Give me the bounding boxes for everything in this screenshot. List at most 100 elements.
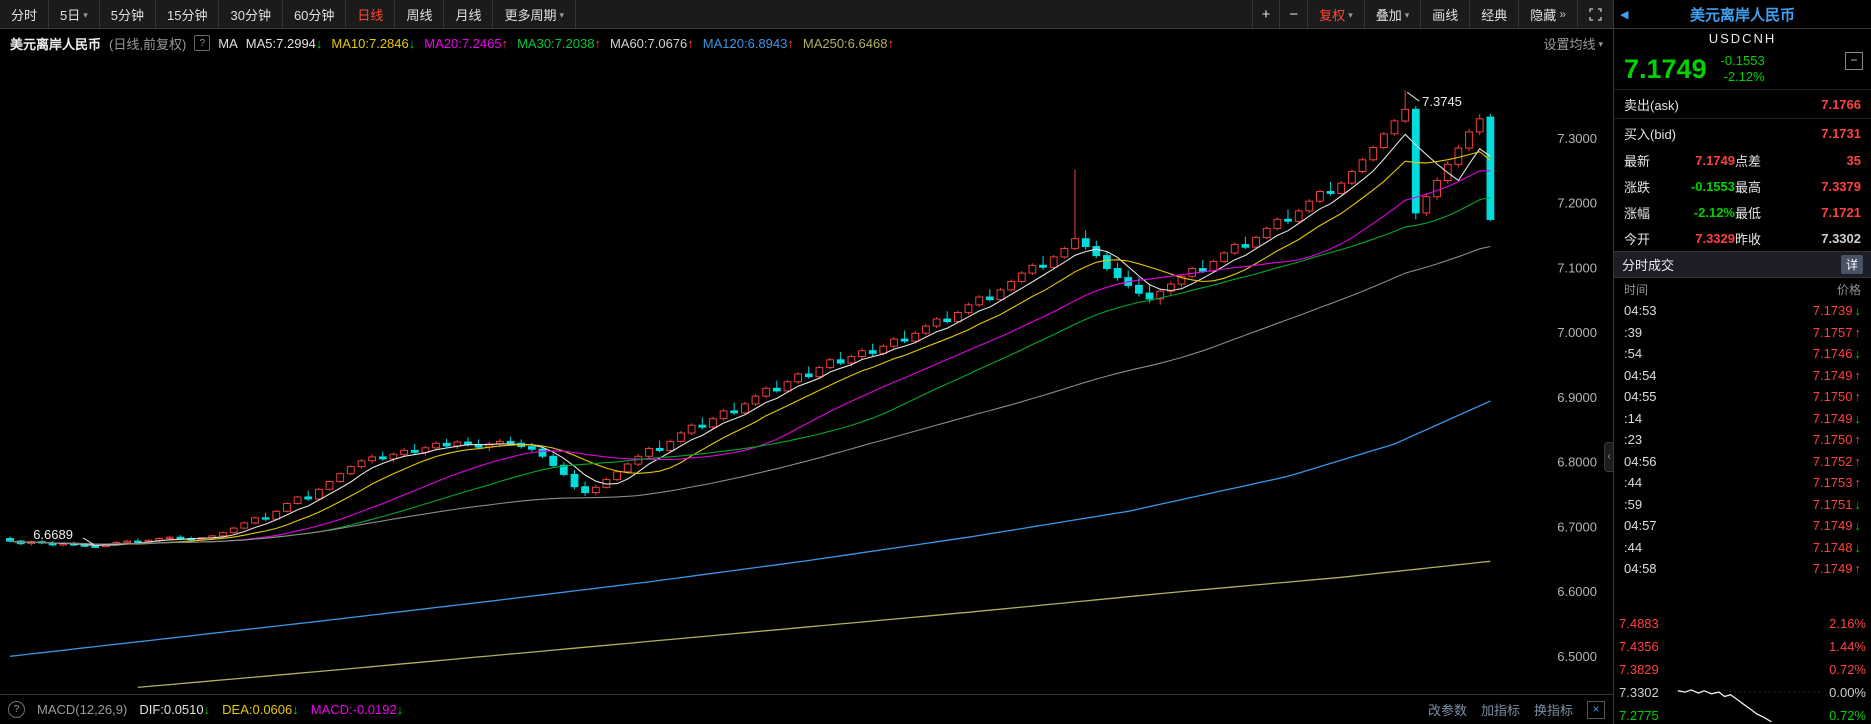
- collapse-panel-button[interactable]: −: [1845, 52, 1863, 70]
- stat-value: -0.1553: [1690, 178, 1735, 194]
- candle-body: [975, 296, 984, 306]
- annotation-arrow: [1406, 91, 1420, 102]
- candle-body: [506, 440, 515, 444]
- indicator-name: MACD(12,26,9): [37, 702, 128, 717]
- candle-body: [1475, 118, 1484, 133]
- adjust-dropdown[interactable]: 复权 ▾: [1307, 0, 1364, 28]
- mini-percent-label: 1.44%: [1829, 639, 1866, 654]
- arrow-up-icon: ↑: [687, 35, 694, 51]
- back-arrow-icon[interactable]: ◀: [1620, 8, 1629, 21]
- arrow-up-icon: ↑: [594, 35, 601, 51]
- candlestick-chart[interactable]: 7.3000 7.2000 7.1000 7.0000 6.9000 6.8000 6.70…: [0, 57, 1613, 694]
- candle-body: [826, 359, 835, 369]
- overlay-dropdown[interactable]: 叠加 ▾: [1363, 0, 1421, 28]
- stat-value: 7.3379: [1821, 178, 1861, 194]
- mini-price-label: 7.2775: [1619, 708, 1659, 723]
- tab-more-periods[interactable]: 更多周期 ▾: [493, 0, 577, 28]
- tab-5min[interactable]: 5分钟: [100, 0, 157, 28]
- mini-percent-label: 0.72%: [1829, 708, 1866, 723]
- ma-settings-button[interactable]: 设置均线 ▾: [1543, 34, 1603, 53]
- tick-row: 04:56 7.1752 ↑: [1614, 451, 1871, 473]
- zoom-in-button[interactable]: +: [1251, 0, 1280, 28]
- fullscreen-button[interactable]: [1577, 0, 1613, 28]
- switch-indicator-button[interactable]: 换指标: [1533, 703, 1573, 718]
- tick-price: 7.1739 ↓: [1812, 303, 1861, 319]
- ma-value: MA250:6.6468↑: [803, 36, 894, 51]
- chevron-down-icon: ▾: [1598, 38, 1603, 49]
- change-params-button[interactable]: 改参数: [1427, 703, 1467, 718]
- tick-row: :54 7.1746 ↓: [1614, 343, 1871, 365]
- indicator-value-text: DEA:0.0606: [222, 702, 293, 717]
- zoom-out-button[interactable]: −: [1279, 0, 1307, 28]
- candle-body: [698, 424, 707, 428]
- tab-daily[interactable]: 日线: [346, 0, 396, 28]
- arrow-down-icon: ↓: [1854, 410, 1862, 426]
- tab-30min-label: 30分钟: [230, 7, 271, 23]
- candle-body: [1337, 182, 1346, 194]
- panel-collapse-handle[interactable]: ‹: [1604, 442, 1613, 472]
- tab-5day[interactable]: 5日 ▾: [49, 0, 100, 28]
- candle-body: [432, 442, 440, 449]
- adjust-dropdown-label: 复权: [1319, 7, 1346, 23]
- hide-button[interactable]: 隐藏»: [1518, 0, 1577, 28]
- add-indicator-button[interactable]: 加指标: [1480, 703, 1520, 718]
- help-icon[interactable]: ?: [8, 701, 25, 718]
- stat-label: 最新: [1624, 153, 1651, 169]
- tick-price: 7.1748 ↓: [1812, 539, 1861, 555]
- candle-body: [549, 455, 558, 466]
- candle-body: [783, 381, 792, 392]
- intraday-price-line: [1677, 689, 1772, 723]
- tick-price: 7.1749 ↑: [1812, 561, 1861, 577]
- mini-price-label: 7.4883: [1619, 616, 1659, 631]
- arrow-down-icon: ↓: [203, 702, 211, 717]
- tab-weekly[interactable]: 周线: [395, 0, 445, 28]
- candle-body: [964, 304, 973, 314]
- candle-body: [847, 356, 856, 364]
- tab-monthly[interactable]: 月线: [444, 0, 494, 28]
- tick-time: :59: [1624, 496, 1643, 512]
- arrow-up-icon: ↑: [501, 35, 509, 51]
- mini-price-label: 7.3829: [1619, 662, 1659, 677]
- bid-label: 买入(bid): [1624, 126, 1677, 142]
- ma-value-text: MA60:7.0676: [609, 35, 688, 51]
- tab-15min[interactable]: 15分钟: [156, 0, 220, 28]
- candle-body: [538, 448, 547, 457]
- y-axis-label: 6.7000: [1557, 519, 1597, 534]
- stat-value: 35: [1846, 152, 1861, 168]
- candle-body: [251, 517, 259, 524]
- candle-body: [1071, 238, 1079, 249]
- candle-body: [1284, 218, 1292, 222]
- candle-body: [1017, 272, 1026, 283]
- help-icon[interactable]: ?: [194, 35, 211, 51]
- classic-style-button[interactable]: 经典: [1469, 0, 1518, 28]
- tick-time: 04:58: [1624, 561, 1657, 577]
- candle-body: [1465, 131, 1473, 149]
- close-indicator-button[interactable]: ×: [1587, 700, 1605, 719]
- detail-button[interactable]: 详: [1840, 255, 1863, 274]
- candle-body: [741, 403, 749, 414]
- candle-body: [1433, 180, 1441, 198]
- fullscreen-icon: [1589, 7, 1602, 21]
- instrument-title[interactable]: 美元离岸人民币: [1689, 6, 1795, 24]
- candle-body: [666, 440, 675, 451]
- tick-time: :39: [1624, 324, 1643, 340]
- candle-body: [133, 540, 142, 543]
- candle-body: [1028, 264, 1037, 274]
- candle-body: [1060, 248, 1069, 258]
- draw-line-button[interactable]: 画线: [1420, 0, 1469, 28]
- candle-body: [1348, 170, 1356, 184]
- tab-60min[interactable]: 60分钟: [283, 0, 347, 28]
- ma-line-ma60: [9, 245, 1491, 545]
- candle-body: [1209, 260, 1218, 272]
- tick-row: 04:57 7.1749 ↓: [1614, 515, 1871, 537]
- tab-30min[interactable]: 30分钟: [219, 0, 283, 28]
- tab-minute[interactable]: 分时: [0, 0, 50, 28]
- tick-row: 04:53 7.1739 ↓: [1614, 300, 1871, 322]
- candle-body: [730, 410, 739, 414]
- ma-values: MA5:7.2994↓ MA10:7.2846↓ MA20:7.2465↑ MA30:…: [246, 36, 903, 51]
- candle-body: [261, 517, 270, 520]
- candle-body: [677, 432, 685, 442]
- period-toolbar: 分时 5日 ▾ 5分钟 15分钟 30分钟 60分钟 日线 周线 月线 更多周期 ▾ + − 复权 ▾ 叠加 ▾…: [0, 0, 1613, 29]
- tick-list: 04:53 7.1739 ↓:39 7.1757 ↑:54 7.1746 ↓ 04:54 7.1…: [1614, 300, 1871, 580]
